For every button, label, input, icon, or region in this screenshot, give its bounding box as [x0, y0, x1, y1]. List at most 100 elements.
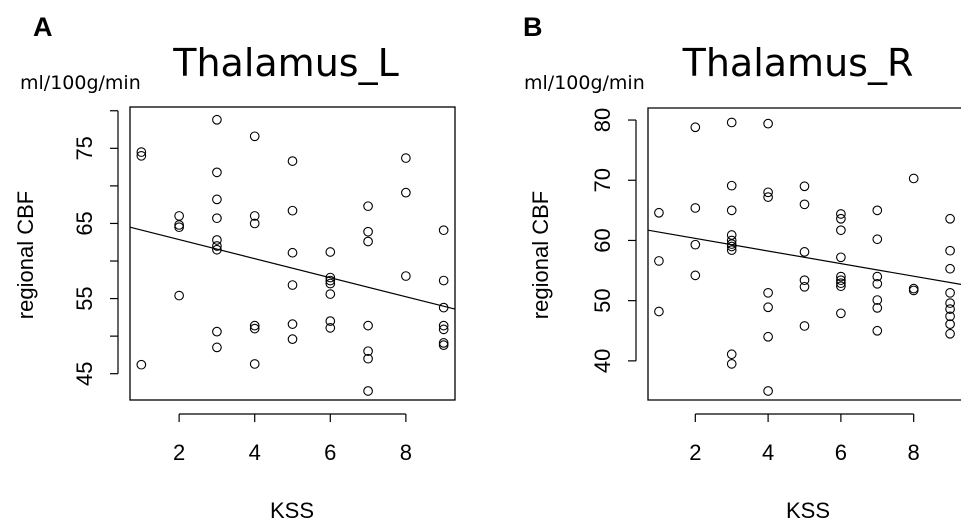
data-point [249, 323, 260, 334]
data-point [836, 278, 846, 289]
panel-b-y-ticks: 40 50 60 70 80 [590, 108, 637, 373]
data-point [136, 359, 147, 370]
data-point [726, 180, 737, 191]
panel-a-plot-frame [129, 106, 456, 401]
data-point [174, 220, 184, 230]
x-tick-label: 6 [835, 440, 847, 465]
data-point [945, 298, 955, 308]
data-point [174, 290, 184, 301]
data-point [726, 117, 737, 128]
data-point [212, 114, 222, 125]
data-point [763, 386, 773, 396]
y-tick-label: 70 [590, 168, 615, 192]
data-point [799, 281, 810, 292]
data-point [363, 346, 373, 357]
panel-b-x-ticks: 2 4 6 8 [689, 413, 920, 465]
data-point [763, 287, 773, 298]
data-point [763, 192, 773, 202]
panel-b-letter: B [523, 12, 543, 42]
data-point [872, 234, 883, 245]
x-tick-label: 6 [324, 440, 336, 465]
data-point [654, 306, 664, 317]
data-point [325, 323, 336, 333]
data-point [726, 241, 737, 252]
data-point [212, 194, 222, 205]
data-point [836, 275, 846, 286]
data-point [249, 131, 260, 142]
data-point [212, 241, 222, 251]
data-point [287, 156, 298, 166]
panel-a-y-ticks: 45 55 65 75 [72, 110, 119, 386]
data-point [438, 324, 449, 335]
data-point [945, 263, 955, 274]
panel-a-letter: A [33, 12, 53, 42]
data-point [249, 218, 260, 229]
panel-a-x-axis-label: KSS [270, 498, 314, 523]
data-point [799, 181, 810, 192]
data-point [945, 319, 955, 329]
data-point [287, 280, 298, 290]
data-point [249, 320, 260, 331]
data-point [836, 252, 846, 263]
data-point [325, 247, 336, 257]
data-point [945, 304, 955, 314]
data-point [212, 213, 222, 224]
data-point [174, 211, 184, 221]
data-point [438, 338, 449, 348]
data-point [212, 326, 222, 337]
data-point [799, 275, 810, 286]
panel-b-x-axis-label: KSS [786, 498, 830, 523]
panel-b-points [654, 117, 955, 396]
panel-b-y-axis-label: regional CBF [528, 191, 553, 319]
data-point [872, 278, 883, 289]
data-point [287, 334, 298, 344]
y-tick-label: 55 [72, 286, 97, 310]
x-tick-label: 8 [400, 440, 412, 465]
data-point [836, 213, 846, 224]
panel-b-plot-frame [647, 107, 961, 401]
data-point [654, 207, 664, 218]
data-point [726, 205, 737, 216]
data-point [438, 320, 449, 331]
data-point [363, 201, 373, 212]
data-point [325, 275, 336, 286]
x-tick-label: 4 [249, 440, 261, 465]
data-point [363, 320, 373, 331]
data-point [136, 147, 147, 157]
y-tick-label: 80 [590, 108, 615, 132]
data-point [363, 226, 373, 237]
data-point [726, 359, 737, 369]
data-point [325, 316, 336, 326]
y-tick-label: 60 [590, 228, 615, 252]
data-point [249, 359, 260, 369]
data-point [325, 289, 336, 299]
panel-b-regression-line [647, 229, 961, 285]
data-point [690, 122, 701, 133]
panel-a-points [136, 114, 449, 396]
data-point [438, 225, 449, 236]
data-point [325, 272, 336, 283]
data-point [438, 275, 449, 286]
data-point [763, 331, 773, 342]
data-point [799, 199, 810, 210]
data-point [945, 328, 955, 339]
x-tick-label: 4 [762, 440, 774, 465]
data-point [763, 187, 773, 198]
data-point [872, 303, 883, 313]
data-point [401, 153, 411, 163]
data-point [945, 311, 955, 322]
panel-b-unit: ml/100g/min [524, 72, 645, 94]
y-tick-label: 50 [590, 288, 615, 312]
data-point [872, 205, 883, 216]
data-point [438, 340, 449, 351]
y-tick-label: 65 [72, 211, 97, 235]
data-point [690, 239, 701, 250]
data-point [763, 302, 773, 313]
panel-b: B Thalamus_R ml/100g/min 2 4 6 8 40 50 60 70 80… [523, 12, 961, 523]
data-point [872, 325, 883, 336]
data-point [726, 245, 737, 255]
data-point [212, 342, 222, 353]
x-tick-label: 2 [173, 440, 185, 465]
data-point [763, 118, 773, 129]
data-point [212, 235, 222, 245]
